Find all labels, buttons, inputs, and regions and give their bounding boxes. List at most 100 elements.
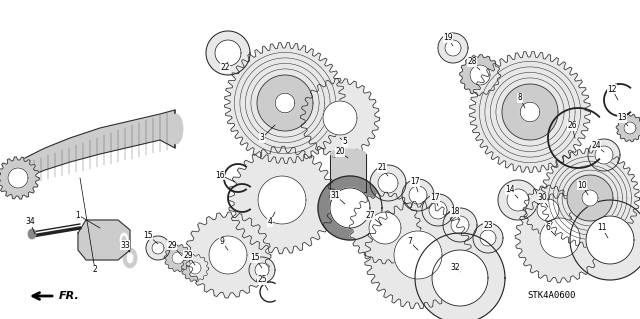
Text: 16: 16 <box>215 170 235 182</box>
Polygon shape <box>189 262 201 274</box>
Text: 8: 8 <box>518 93 525 108</box>
Text: 14: 14 <box>505 186 518 198</box>
Polygon shape <box>257 75 313 131</box>
Polygon shape <box>146 236 170 260</box>
Polygon shape <box>523 185 573 235</box>
Polygon shape <box>443 208 477 242</box>
Polygon shape <box>540 218 580 258</box>
Text: 18: 18 <box>451 207 460 220</box>
Polygon shape <box>515 193 605 283</box>
Polygon shape <box>451 216 469 234</box>
Polygon shape <box>445 40 461 56</box>
Polygon shape <box>537 199 559 221</box>
Text: 11: 11 <box>597 224 608 238</box>
Polygon shape <box>438 33 468 63</box>
Polygon shape <box>275 93 295 113</box>
Text: 28: 28 <box>467 57 480 70</box>
Polygon shape <box>369 212 401 244</box>
Polygon shape <box>172 252 184 264</box>
Text: 10: 10 <box>577 181 588 195</box>
Text: FR.: FR. <box>59 291 80 301</box>
Text: 23: 23 <box>483 220 493 230</box>
Text: 20: 20 <box>335 147 348 158</box>
Text: 13: 13 <box>617 114 628 126</box>
Polygon shape <box>473 223 503 253</box>
Polygon shape <box>624 122 636 134</box>
Polygon shape <box>330 188 370 228</box>
Polygon shape <box>349 192 421 264</box>
Text: 7: 7 <box>408 238 418 250</box>
Polygon shape <box>409 186 427 204</box>
Polygon shape <box>152 242 164 254</box>
Text: 15: 15 <box>143 231 158 244</box>
Text: 31: 31 <box>330 190 345 204</box>
Polygon shape <box>185 212 271 298</box>
Polygon shape <box>415 233 505 319</box>
Polygon shape <box>12 110 175 188</box>
Text: STK4A0600: STK4A0600 <box>528 291 576 300</box>
Polygon shape <box>209 236 247 274</box>
Polygon shape <box>470 65 490 85</box>
Polygon shape <box>181 254 209 282</box>
Polygon shape <box>0 157 39 199</box>
Text: 5: 5 <box>340 137 348 146</box>
Text: 19: 19 <box>443 33 453 46</box>
Text: 15: 15 <box>250 254 262 268</box>
Text: 34: 34 <box>25 218 35 234</box>
Text: 29: 29 <box>167 241 182 256</box>
Polygon shape <box>429 201 447 219</box>
Text: 17: 17 <box>410 177 420 192</box>
Ellipse shape <box>28 229 36 239</box>
Polygon shape <box>586 216 634 264</box>
Ellipse shape <box>120 233 128 247</box>
Polygon shape <box>502 84 558 140</box>
Polygon shape <box>498 180 538 220</box>
Text: 6: 6 <box>545 224 556 236</box>
Ellipse shape <box>123 248 137 268</box>
Polygon shape <box>595 146 613 164</box>
Text: 12: 12 <box>607 85 618 100</box>
Polygon shape <box>228 146 336 254</box>
Ellipse shape <box>330 149 366 158</box>
Polygon shape <box>394 231 442 279</box>
Polygon shape <box>541 149 639 248</box>
Text: 32: 32 <box>450 263 460 272</box>
Ellipse shape <box>169 114 183 144</box>
Text: 25: 25 <box>257 276 268 290</box>
Polygon shape <box>470 52 591 173</box>
Text: 4: 4 <box>268 212 275 226</box>
Polygon shape <box>567 175 613 221</box>
Text: 30: 30 <box>537 194 548 207</box>
Polygon shape <box>507 189 529 211</box>
Polygon shape <box>422 194 454 226</box>
Polygon shape <box>164 244 192 272</box>
Text: 3: 3 <box>260 125 275 143</box>
Ellipse shape <box>127 253 133 263</box>
Text: 22: 22 <box>220 62 230 72</box>
Text: 9: 9 <box>220 238 228 250</box>
Ellipse shape <box>122 236 126 244</box>
Polygon shape <box>460 55 500 95</box>
Text: 26: 26 <box>567 122 577 138</box>
Text: 29: 29 <box>183 250 195 265</box>
Text: 1: 1 <box>76 211 100 228</box>
Text: 21: 21 <box>377 164 388 176</box>
Polygon shape <box>480 230 496 246</box>
Polygon shape <box>215 40 241 66</box>
Polygon shape <box>323 101 357 135</box>
Text: 24: 24 <box>591 140 604 152</box>
Polygon shape <box>318 176 382 240</box>
Polygon shape <box>520 102 540 122</box>
Polygon shape <box>249 257 275 283</box>
Polygon shape <box>206 31 250 75</box>
Polygon shape <box>8 168 28 188</box>
Text: 27: 27 <box>365 211 382 225</box>
Polygon shape <box>364 201 472 309</box>
Text: 2: 2 <box>80 178 97 275</box>
Polygon shape <box>402 179 434 211</box>
Polygon shape <box>432 250 488 306</box>
Polygon shape <box>570 200 640 280</box>
Text: 33: 33 <box>120 241 130 252</box>
Polygon shape <box>255 263 269 277</box>
Polygon shape <box>616 114 640 142</box>
